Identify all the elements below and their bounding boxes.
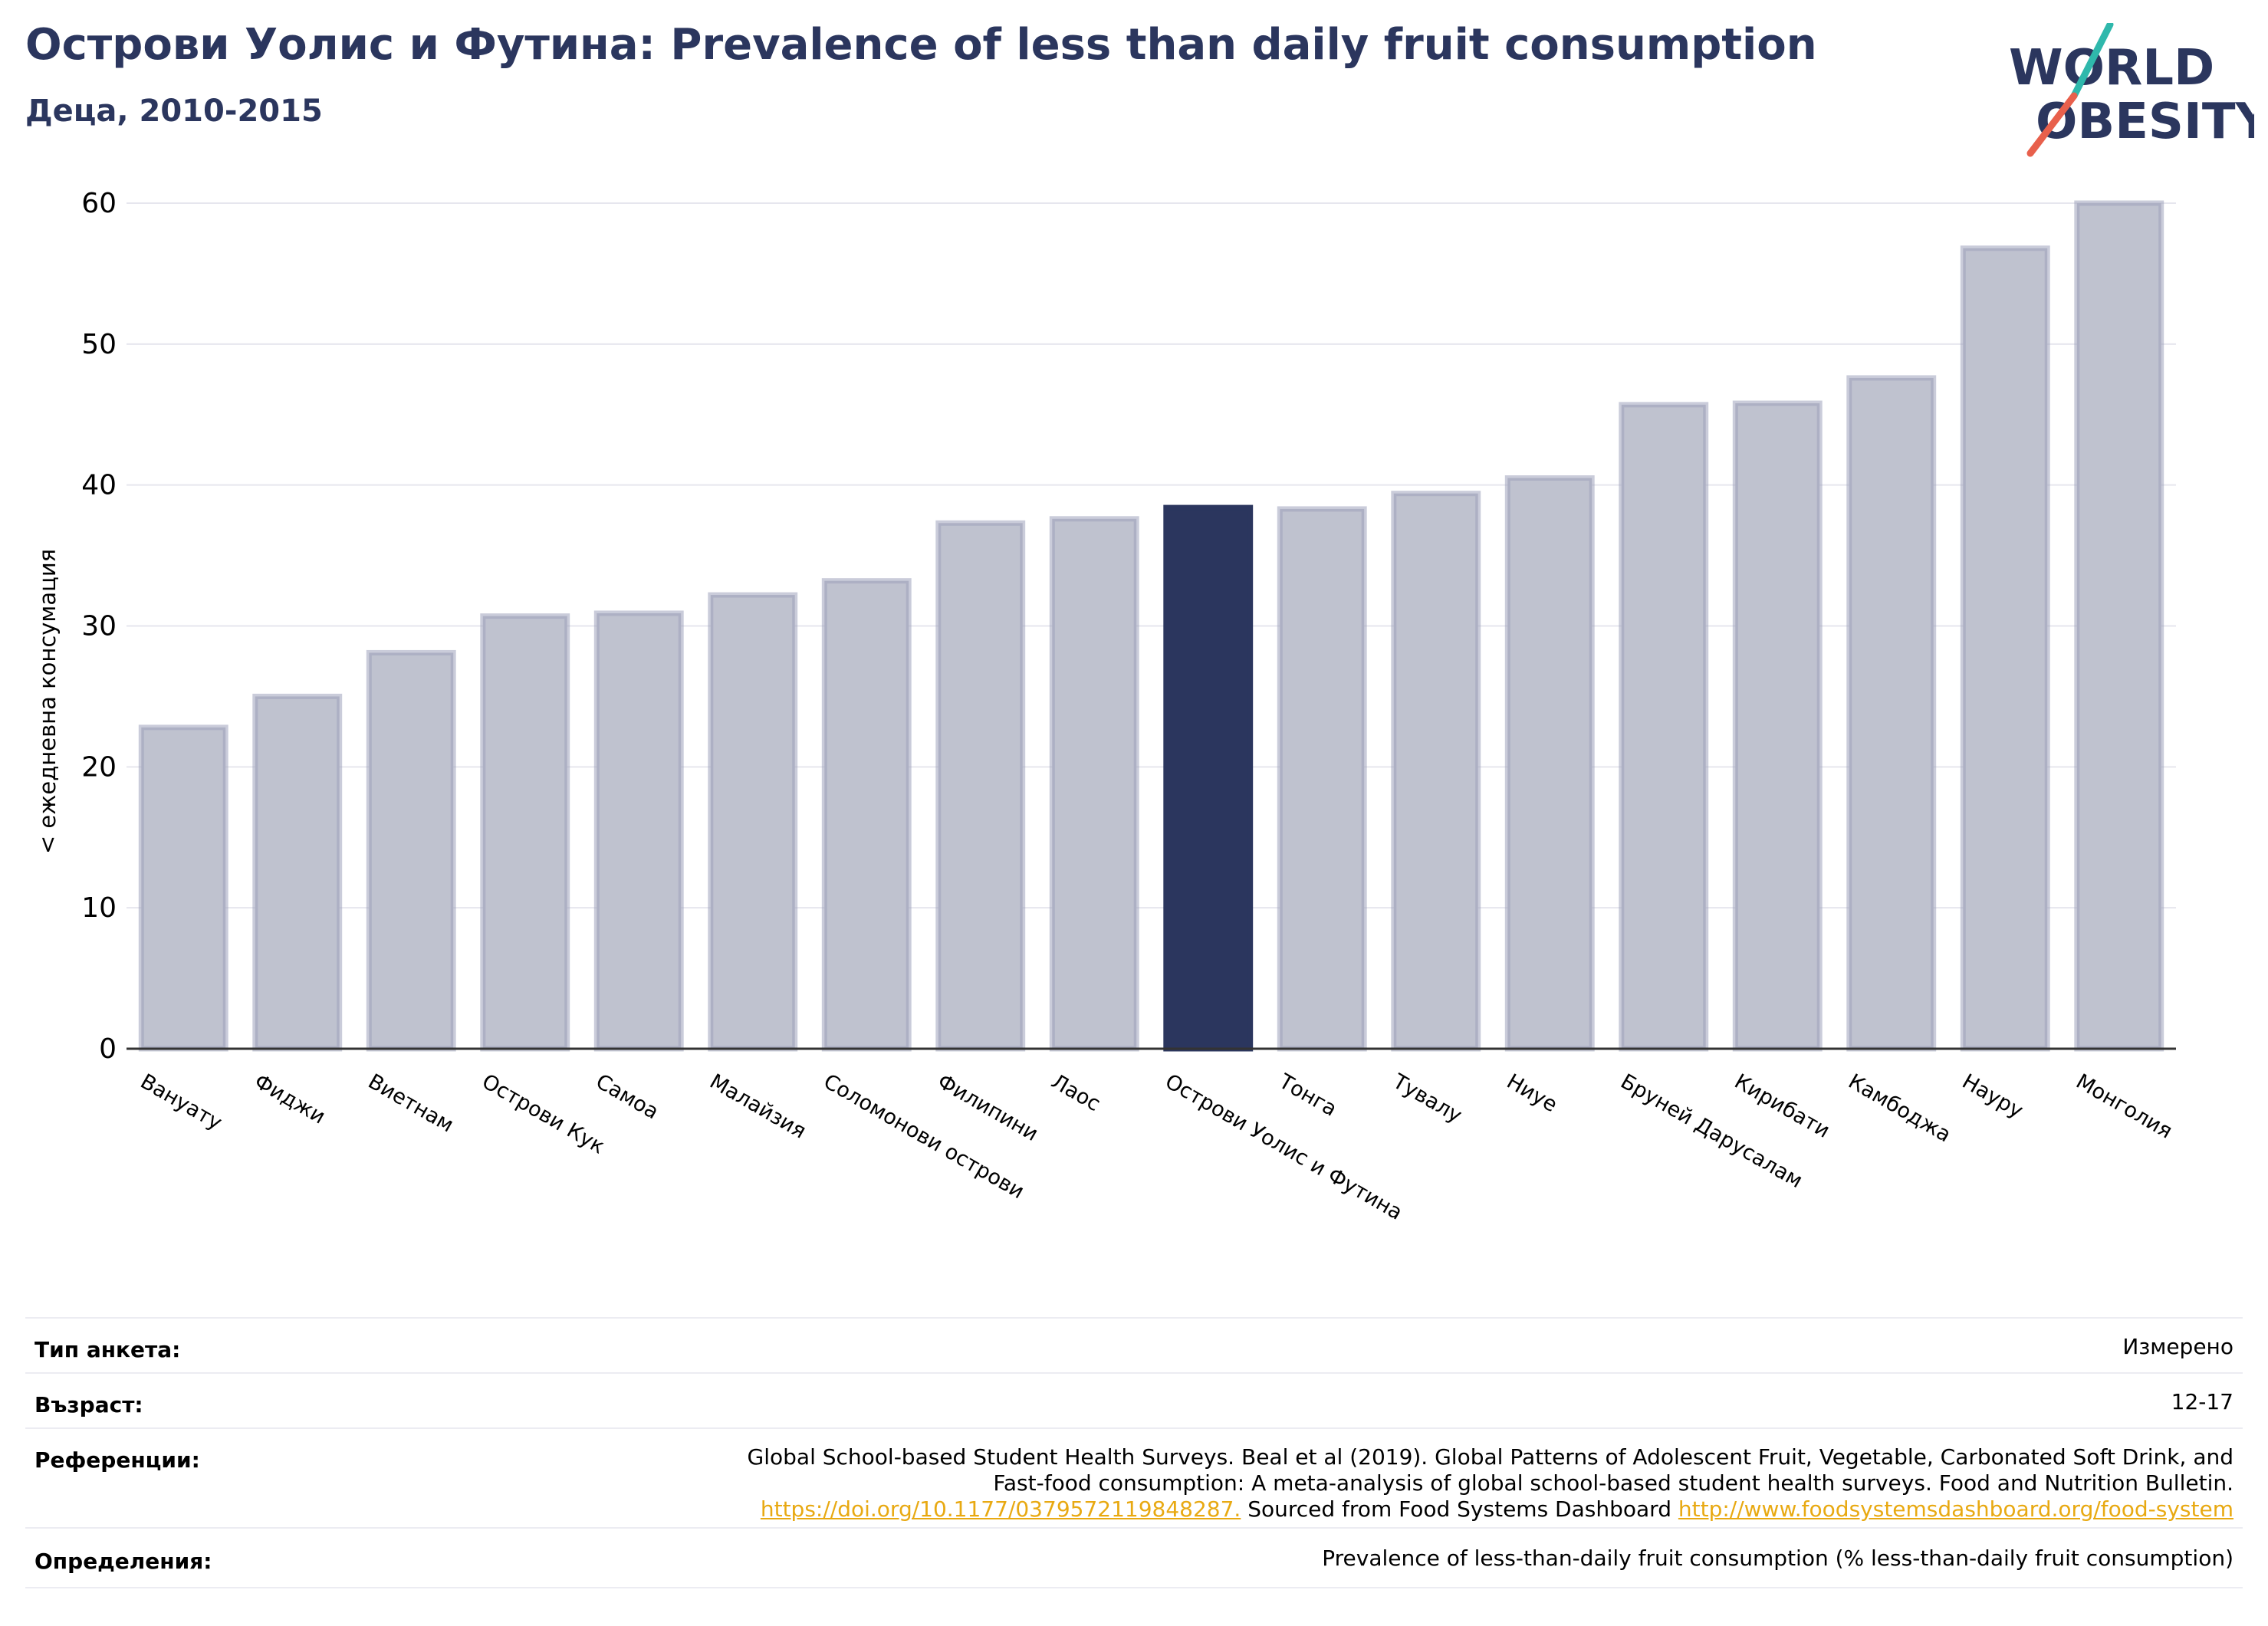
bar: [1732, 400, 1823, 1052]
y-tick-label: 40: [81, 470, 117, 501]
x-tick-label: Тонга: [1274, 1069, 1341, 1122]
y-axis-ticks: 0 10 20 30 40 50 60: [81, 188, 117, 1065]
bar: [1846, 375, 1937, 1052]
x-tick-label: Науру: [1958, 1069, 2027, 1123]
x-tick-label: Виетнам: [364, 1069, 458, 1137]
age-value: 12-17: [2171, 1389, 2233, 1414]
bar: [593, 610, 684, 1052]
y-tick-label: 20: [81, 751, 117, 783]
x-tick-label: Филипини: [933, 1069, 1042, 1146]
meta-row-definitions: Определения: Prevalence of less-than-dai…: [25, 1527, 2243, 1588]
references-line3: https://doi.org/10.1177/0379572119848287…: [748, 1496, 2233, 1523]
x-tick-label: Камбоджа: [1844, 1069, 1954, 1147]
bar: [1277, 506, 1367, 1052]
chart-title: Острови Уолис и Футина: Prevalence of le…: [25, 20, 1817, 70]
dashboard-link[interactable]: http://www.foodsystemsdashboard.org/food…: [1678, 1496, 2233, 1522]
age-label: Възраст:: [35, 1392, 143, 1417]
meta-row-references: Референции: Global School-based Student …: [25, 1427, 2243, 1529]
bars: [138, 200, 2164, 1052]
bar: [821, 578, 912, 1052]
x-tick-label: Монголия: [2072, 1069, 2176, 1143]
y-axis-label: < ежедневна консумация: [35, 549, 61, 854]
y-tick-label: 0: [99, 1033, 117, 1065]
x-tick-label: Бруней Дарусалам: [1616, 1069, 1806, 1193]
bar-chart: 0 10 20 30 40 50 60 Вануату Фиджи Виетнам Острови…: [35, 188, 2177, 1225]
world-obesity-logo: WORLD OBESITY: [2009, 23, 2254, 157]
x-tick-label: Фиджи: [250, 1069, 329, 1129]
x-tick-label: Вануату: [136, 1069, 226, 1135]
y-tick-label: 60: [81, 188, 117, 219]
logo-red-slash: [2026, 92, 2078, 157]
references-line1: Global School-based Student Health Surve…: [747, 1444, 2233, 1470]
x-tick-label: Соломонови острови: [820, 1069, 1028, 1204]
bar: [1049, 516, 1139, 1052]
x-tick-label: Ниуе: [1503, 1069, 1562, 1117]
bar: [1391, 491, 1481, 1052]
definitions-label: Определения:: [35, 1549, 212, 1574]
bar: [1504, 475, 1595, 1052]
definitions-value: Prevalence of less-than-daily fruit cons…: [1322, 1546, 2233, 1571]
bar: [366, 649, 456, 1052]
references-label: Референции:: [35, 1447, 200, 1473]
logo-line1: WORLD: [2009, 40, 2214, 97]
y-tick-label: 50: [81, 329, 117, 360]
x-tick-label: Острови Кук: [478, 1069, 609, 1158]
chart-subtitle: Деца, 2010-2015: [25, 94, 323, 129]
survey-label: Тип анкета:: [35, 1337, 181, 1362]
x-tick-label: Лаос: [1047, 1069, 1105, 1116]
bar: [708, 592, 798, 1052]
references-mid-text: Sourced from Food Systems Dashboard: [1241, 1496, 1678, 1522]
x-tick-label: Малайзия: [705, 1069, 810, 1144]
meta-row-survey: Тип анкета: Измерено: [25, 1317, 2243, 1374]
references-value: Global School-based Student Health Surve…: [748, 1444, 2233, 1523]
logo-teal-slash: [2070, 23, 2114, 100]
y-tick-label: 30: [81, 611, 117, 642]
bar: [1960, 245, 2050, 1052]
bar: [138, 724, 228, 1052]
x-tick-label: Тувалу: [1388, 1069, 1465, 1128]
bar: [2074, 200, 2164, 1052]
bar: [480, 613, 570, 1052]
survey-value: Измерено: [2122, 1334, 2233, 1359]
bar: [935, 520, 1026, 1052]
references-line2: Fast-food consumption: A meta-analysis o…: [993, 1470, 2233, 1496]
doi-link[interactable]: https://doi.org/10.1177/0379572119848287…: [760, 1496, 1241, 1522]
grid-lines: [127, 202, 2176, 909]
bar: [1619, 402, 1709, 1052]
x-tick-label: Самоа: [592, 1069, 662, 1124]
bar: [1163, 504, 1254, 1052]
y-tick-label: 10: [81, 892, 117, 924]
meta-row-age: Възраст: 12-17: [25, 1372, 2243, 1429]
x-tick-label: Кирибати: [1731, 1069, 1834, 1143]
bar: [252, 693, 343, 1052]
